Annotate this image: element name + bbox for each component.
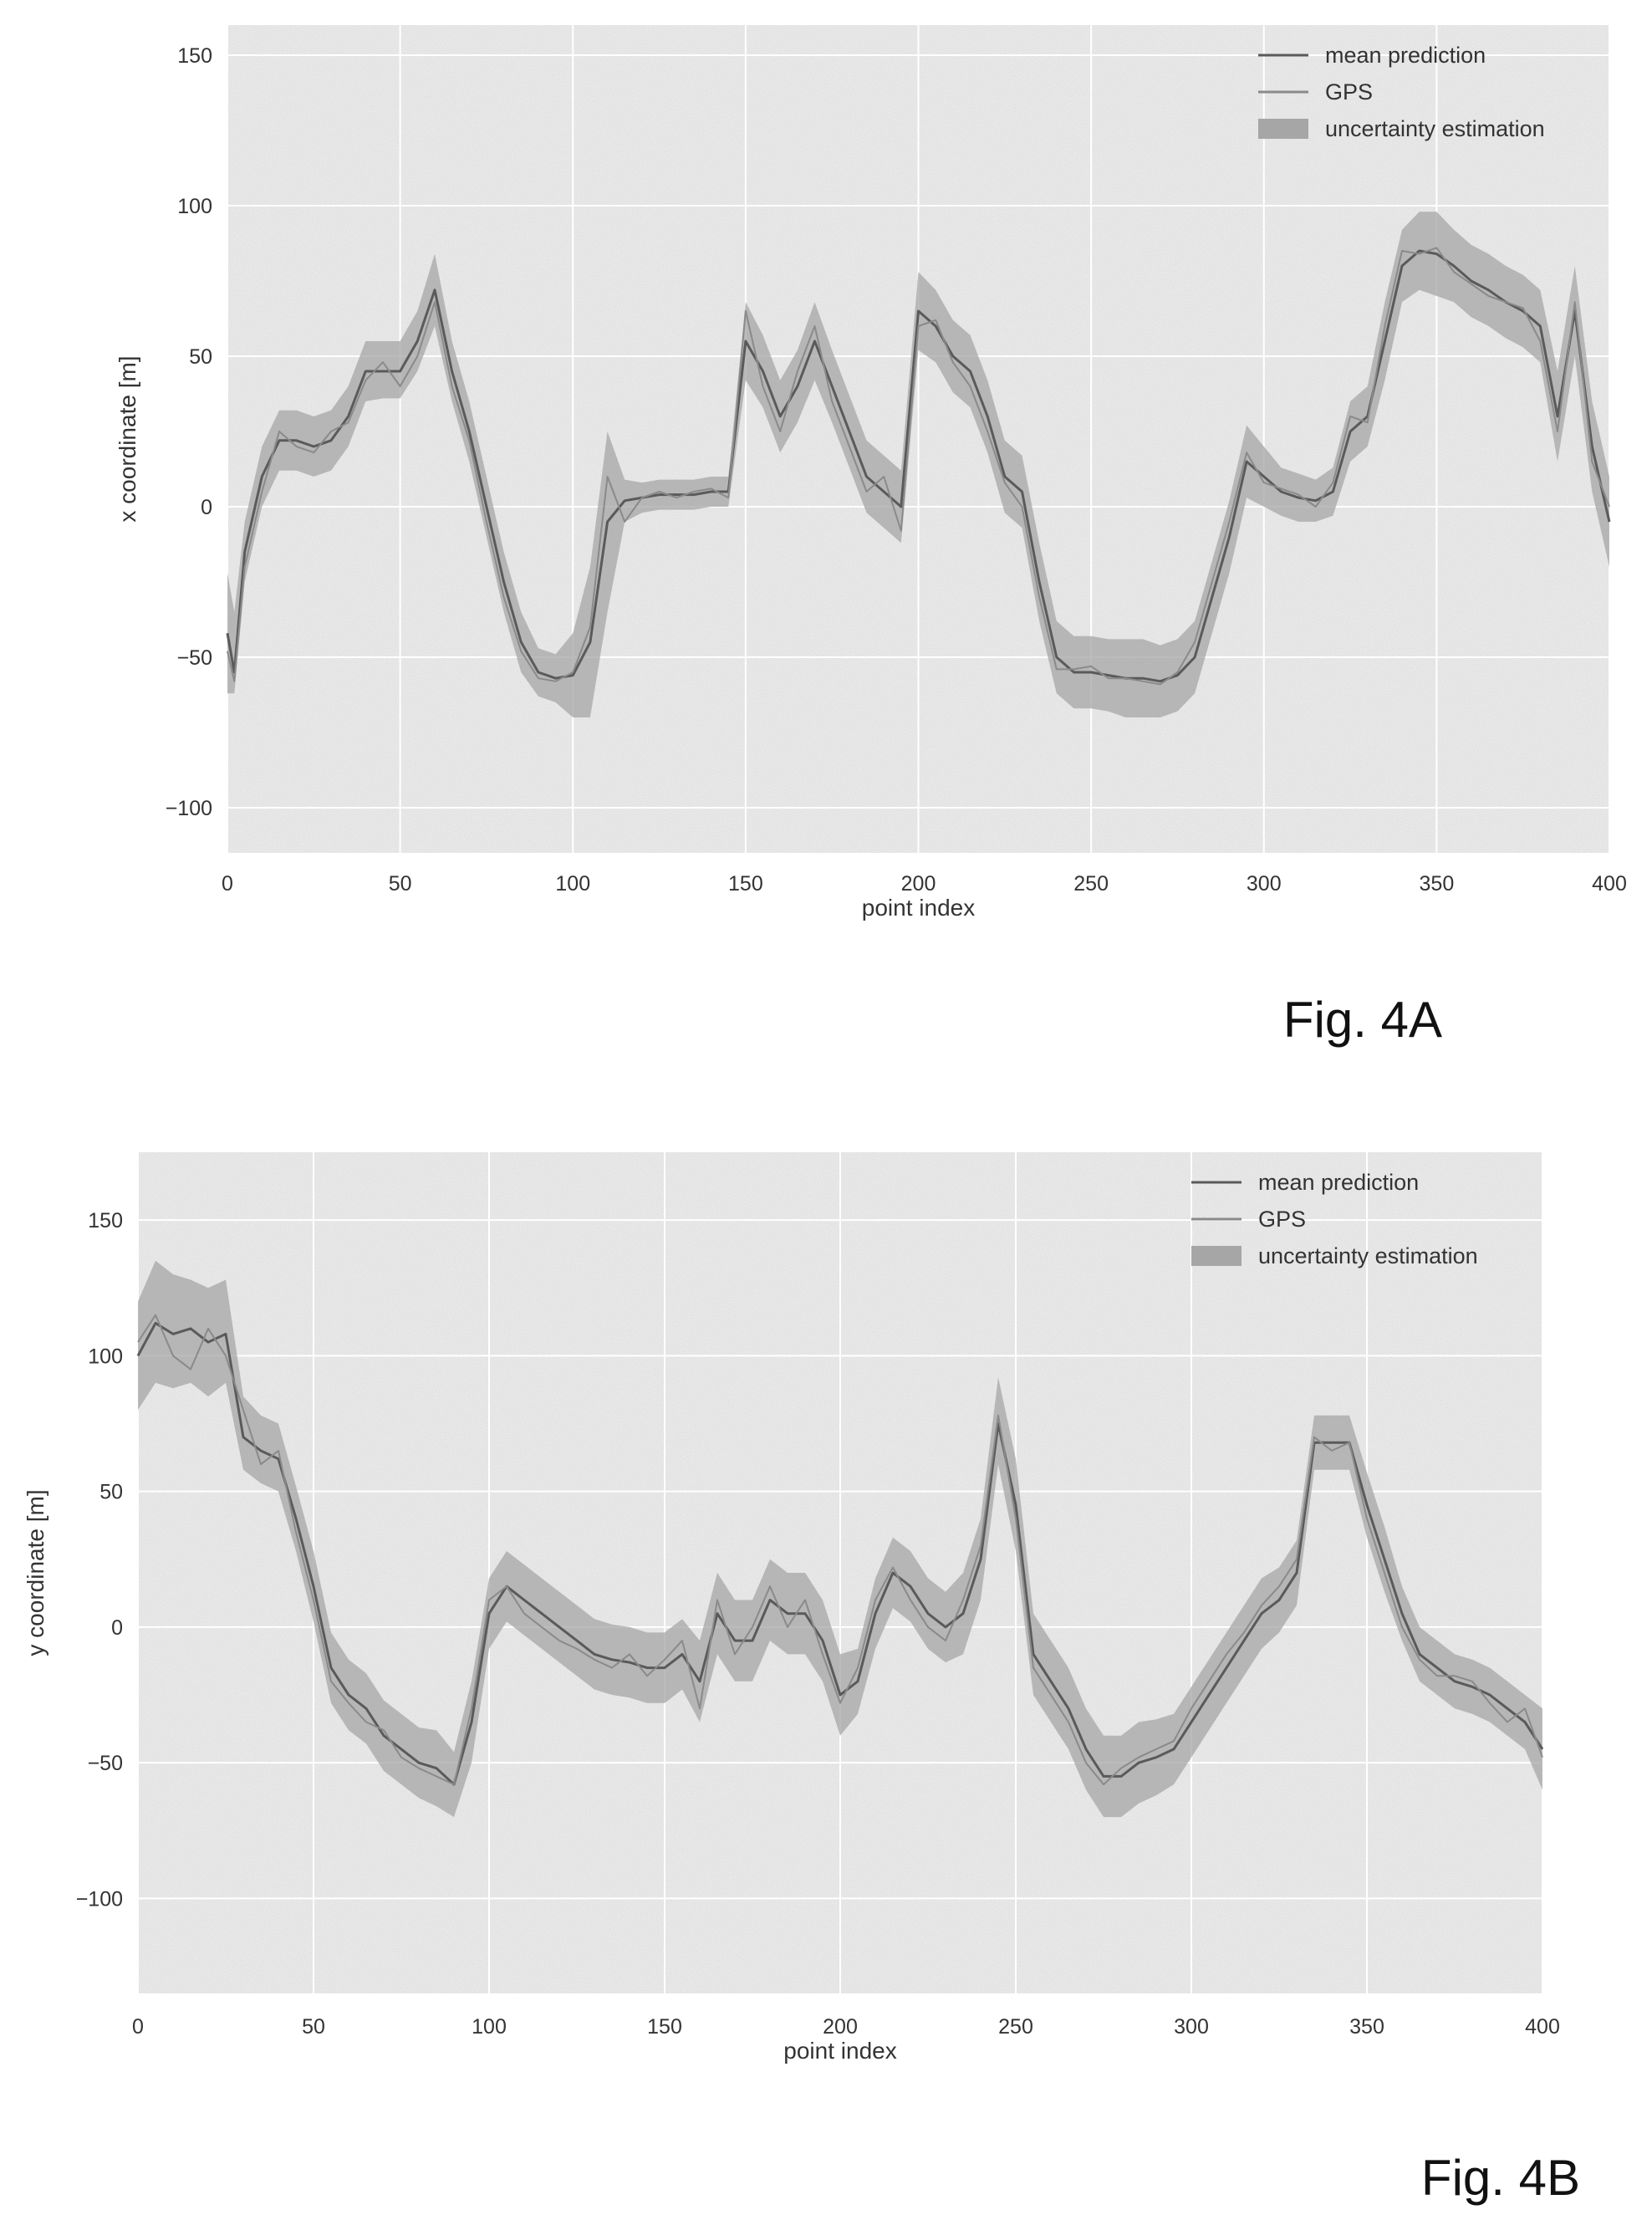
x-tick-label: 0 xyxy=(222,872,233,896)
figure-caption-4b: Fig. 4B xyxy=(1421,2150,1580,2206)
x-tick-label: 350 xyxy=(1349,2015,1384,2039)
y-tick-label: 150 xyxy=(177,44,212,68)
legend-uncertainty-label: uncertainty estimation xyxy=(1258,1243,1478,1268)
x-tick-label: 50 xyxy=(389,872,412,896)
y-tick-label: −100 xyxy=(76,1887,123,1911)
y-axis-label: x coordinate [m] xyxy=(115,355,140,522)
x-tick-label: 200 xyxy=(901,872,936,896)
chart-4a: 0 50 100 150 200 250 300 350 400 150 100 50 0 −50 −100… xyxy=(115,25,1627,921)
y-tick-label: 150 xyxy=(88,1209,123,1232)
x-tick-label: 150 xyxy=(647,2015,682,2039)
x-tick-label: 50 xyxy=(302,2015,325,2039)
gps-line xyxy=(137,1314,1543,1786)
chart-4b: 0 50 100 150 200 250 300 350 400 150 100 50 0 −50 −100… xyxy=(23,1152,1560,2064)
x-tick-label: 300 xyxy=(1174,2015,1209,2039)
x-tick-label: 300 xyxy=(1247,872,1282,896)
x-tick-label: 0 xyxy=(132,2015,144,2039)
gps-line xyxy=(227,247,1610,686)
y-tick-label: 50 xyxy=(189,345,212,369)
x-tick-label: 250 xyxy=(1073,872,1109,896)
y-tick-label: 100 xyxy=(177,195,212,218)
x-tick-label: 200 xyxy=(823,2015,858,2039)
legend-gps-label: GPS xyxy=(1258,1207,1306,1232)
legend-uncertainty-swatch xyxy=(1258,119,1308,139)
y-tick-label: −50 xyxy=(88,1752,123,1775)
x-tick-label: 150 xyxy=(728,872,763,896)
y-tick-label: −100 xyxy=(166,797,212,820)
legend-mean-prediction-label: mean prediction xyxy=(1258,1170,1419,1195)
y-tick-label: 0 xyxy=(201,496,212,519)
mean-prediction-line xyxy=(136,1321,1544,1786)
figure-caption-4a: Fig. 4A xyxy=(1283,992,1442,1048)
x-tick-label: 100 xyxy=(472,2015,507,2039)
x-axis-label: point index xyxy=(783,2038,896,2064)
legend-gps-label: GPS xyxy=(1325,79,1373,105)
y-tick-label: −50 xyxy=(177,646,212,670)
legend-mean-prediction-label: mean prediction xyxy=(1325,43,1486,68)
x-tick-label: 400 xyxy=(1525,2015,1560,2039)
legend-uncertainty-swatch xyxy=(1191,1246,1242,1266)
x-tick-label: 100 xyxy=(555,872,590,896)
y-tick-label: 50 xyxy=(99,1481,123,1504)
x-tick-label: 250 xyxy=(998,2015,1033,2039)
y-tick-label: 100 xyxy=(88,1345,123,1368)
x-tick-label: 350 xyxy=(1420,872,1455,896)
uncertainty-band xyxy=(138,1260,1542,1818)
legend-uncertainty-label: uncertainty estimation xyxy=(1325,116,1545,141)
x-axis-label: point index xyxy=(862,895,975,921)
y-axis-label: y coordinate [m] xyxy=(23,1489,48,1656)
x-tick-label: 400 xyxy=(1592,872,1627,896)
y-tick-label: 0 xyxy=(111,1616,123,1640)
